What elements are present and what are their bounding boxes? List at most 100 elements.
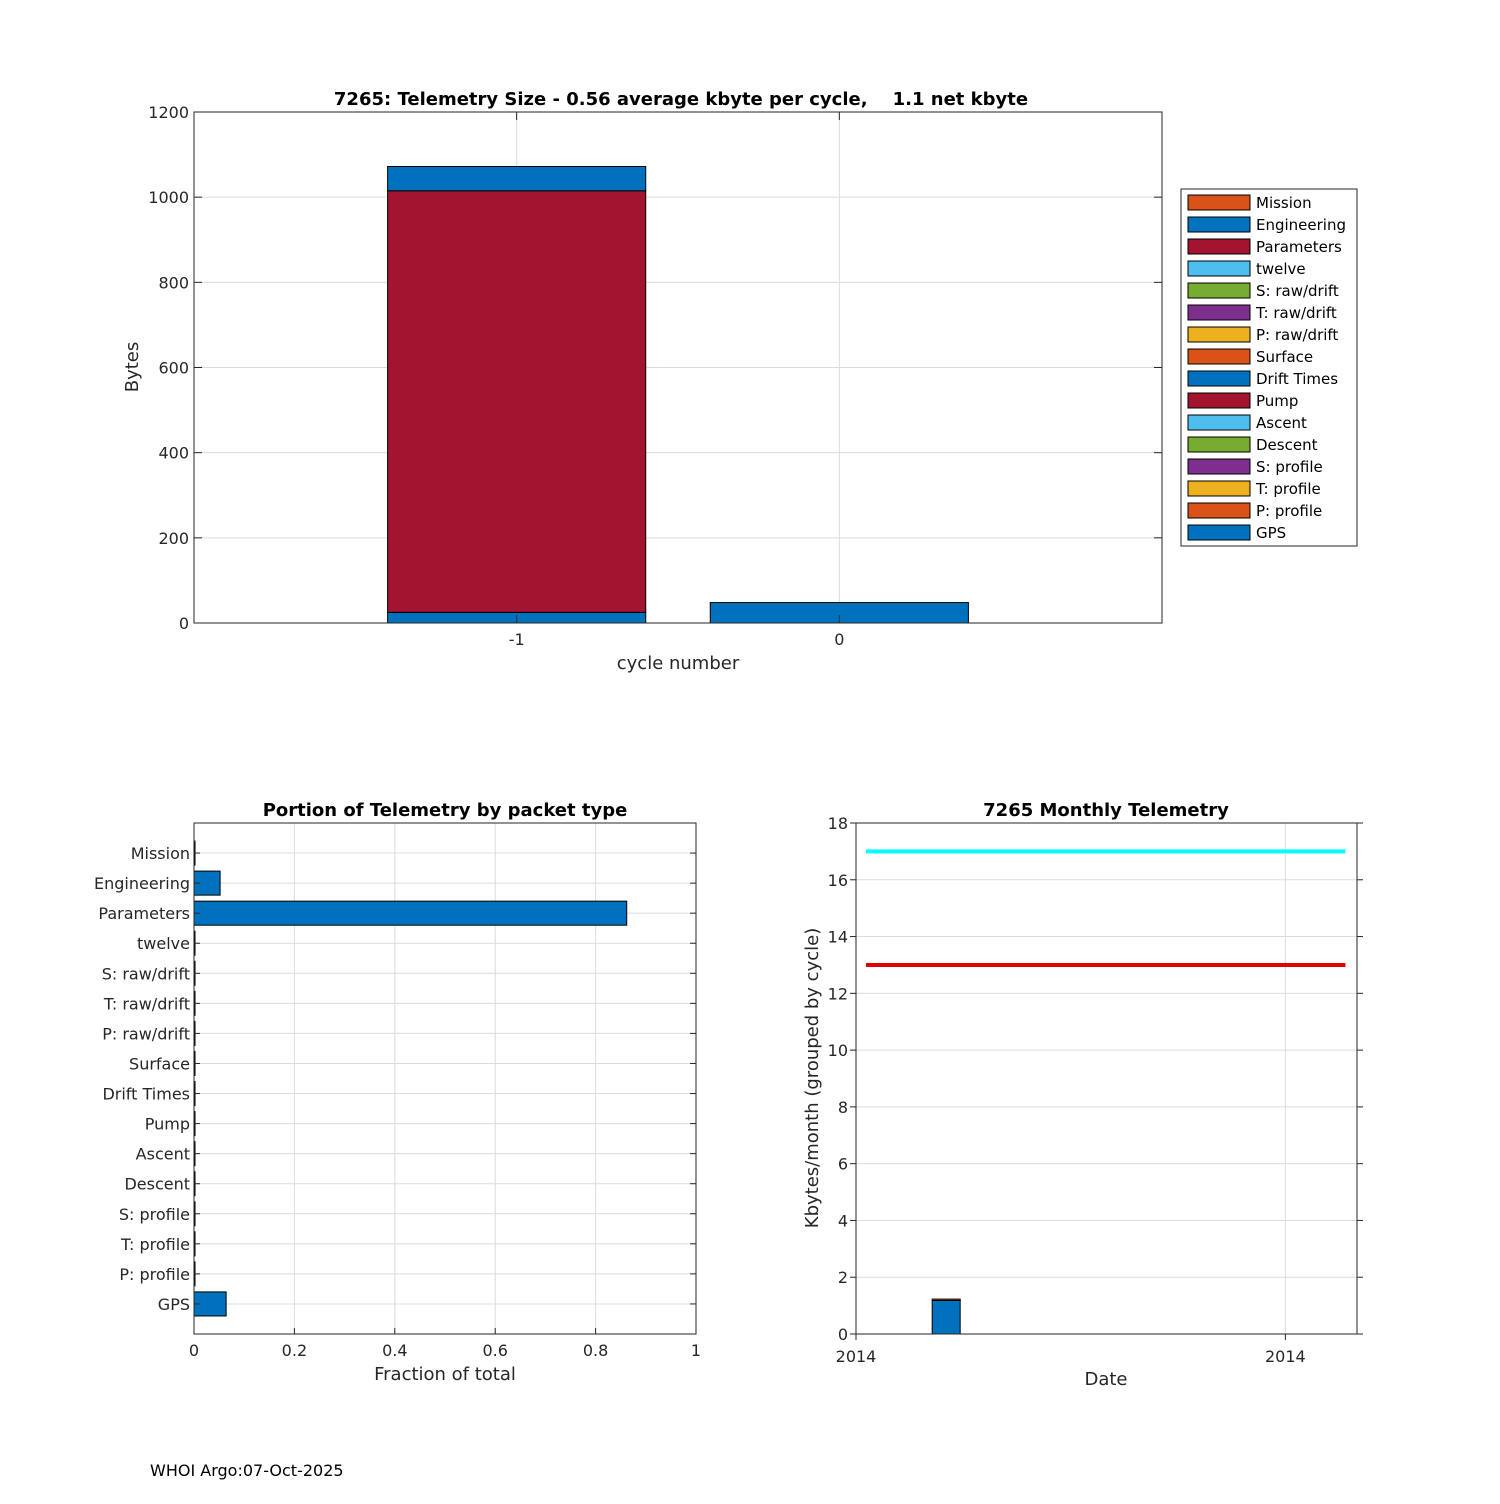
monthly-bar-segment-0 [931, 1300, 961, 1335]
legend-label-parameters: Parameters [1256, 238, 1342, 256]
chart1-xtick-label: 0 [834, 630, 844, 649]
chart2-ytick-label-parameters: Parameters [98, 904, 190, 923]
chart1-ticks: 0 200 400 600 800 1000 1200 -1 0 [148, 103, 1162, 649]
chart1-ytick-label: 600 [158, 359, 189, 378]
chart2-xlabel: Fraction of total [374, 1364, 516, 1385]
legend-swatch-t-profile [1187, 480, 1251, 497]
chart2-xtick-label: 0 [189, 1341, 199, 1360]
chart3-ytick-label: 14 [828, 928, 848, 947]
legend-label-gps: GPS [1256, 524, 1286, 542]
chart2-ytick-label-engineering: Engineering [94, 874, 190, 893]
legend-label-t-profile: T: profile [1255, 480, 1321, 498]
chart3-xtick-label: 2014 [1265, 1347, 1306, 1366]
portion-by-packet-chart: Portion of Telemetry by packet type 0 0.2… [94, 800, 701, 1385]
bar-parameters-cycle-1 [387, 190, 647, 613]
chart3-ytick-label: 0 [838, 1325, 848, 1344]
chart2-ytick-label-surface: Surface [129, 1054, 190, 1073]
chart3-ytick-label: 6 [838, 1155, 848, 1174]
legend-swatch-s-raw-drift [1187, 282, 1251, 299]
legend-label-twelve: twelve [1256, 260, 1306, 278]
chart1-ytick-label: 1000 [148, 188, 189, 207]
chart1-xtick-label: -1 [509, 630, 525, 649]
legend-swatch-pump [1187, 392, 1251, 409]
chart2-xtick-label: 0.8 [583, 1341, 608, 1360]
chart3-ytick-label: 10 [828, 1041, 848, 1060]
monthly-telemetry-chart: 7265 Monthly Telemetry 0 2 4 6 8 10 12 14 16 18 20… [802, 800, 1363, 1390]
legend-label-t-raw-drift: T: raw/drift [1255, 304, 1337, 322]
chart2-xtick-label: 0.4 [382, 1341, 407, 1360]
legend-label-p-profile: P: profile [1256, 502, 1322, 520]
chart1-ytick-label: 400 [158, 444, 189, 463]
chart2-ytick-label-t-profile: T: profile [120, 1235, 190, 1254]
chart2-ytick-label-mission: Mission [131, 844, 190, 863]
legend-label-p-raw-drift: P: raw/drift [1256, 326, 1338, 344]
legend-label-surface: Surface [1256, 348, 1313, 366]
chart3-ticks: 0 2 4 6 8 10 12 14 16 18 2014 2014 [828, 814, 1363, 1366]
legend-swatch-p-raw-drift [1187, 326, 1251, 343]
chart1-title: 7265: Telemetry Size - 0.56 average kbyt… [334, 89, 1028, 110]
chart1-legend: Mission Engineering Parameters twelve S: raw… [1180, 188, 1358, 547]
chart3-bars [931, 1298, 961, 1335]
chart1-ytick-label: 1200 [148, 103, 189, 122]
chart3-ytick-label: 18 [828, 814, 848, 833]
chart2-ytick-label-s-profile: S: profile [119, 1205, 190, 1224]
legend-swatch-gps [1187, 524, 1251, 541]
legend-swatch-drift-times [1187, 370, 1251, 387]
chart1-ylabel: Bytes [122, 342, 143, 393]
chart2-ytick-label-s-raw-drift: S: raw/drift [102, 964, 190, 983]
legend-label-mission: Mission [1256, 194, 1312, 212]
chart3-frame [855, 822, 1358, 1335]
monthly-bar-segment-1 [931, 1298, 961, 1302]
chart2-xtick-label: 0.2 [282, 1341, 307, 1360]
chart1-ytick-label: 800 [158, 273, 189, 292]
chart3-ytick-label: 2 [838, 1268, 848, 1287]
legend-swatch-s-profile [1187, 458, 1251, 475]
chart1-ytick-label: 0 [179, 614, 189, 633]
chart3-xlabel: Date [1084, 1369, 1127, 1390]
legend-swatch-surface [1187, 348, 1251, 365]
chart2-xtick-label: 1 [691, 1341, 701, 1360]
legend-label-pump: Pump [1256, 392, 1298, 410]
legend-swatch-engineering [1187, 216, 1251, 233]
legend-swatch-twelve [1187, 260, 1251, 277]
legend-swatch-ascent [1187, 414, 1251, 431]
legend-label-engineering: Engineering [1256, 216, 1346, 234]
bar-engineering-cycle-1 [387, 166, 647, 192]
legend-label-drift-times: Drift Times [1256, 370, 1338, 388]
chart1-xlabel: cycle number [617, 653, 740, 674]
chart2-ytick-label-descent: Descent [124, 1175, 190, 1194]
chart3-ytick-label: 16 [828, 871, 848, 890]
footer-credit: WHOI Argo:07-Oct-2025 [150, 1461, 344, 1480]
chart3-ytick-label: 8 [838, 1098, 848, 1117]
hbar-parameters [193, 900, 628, 926]
chart2-ytick-label-drift-times: Drift Times [102, 1085, 190, 1104]
legend-label-descent: Descent [1256, 436, 1318, 454]
chart3-ytick-label: 4 [838, 1211, 848, 1230]
chart3-ylabel: Kbytes/month (grouped by cycle) [802, 928, 823, 1228]
chart2-title: Portion of Telemetry by packet type [263, 800, 628, 821]
chart2-ytick-label-ascent: Ascent [136, 1145, 190, 1164]
chart3-title: 7265 Monthly Telemetry [983, 800, 1229, 821]
legend-label-ascent: Ascent [1256, 414, 1307, 432]
legend-swatch-descent [1187, 436, 1251, 453]
chart3-ytick-label: 12 [828, 984, 848, 1003]
telemetry-size-chart: 7265: Telemetry Size - 0.56 average kbyt… [122, 89, 1358, 674]
chart2-ytick-label-twelve: twelve [137, 934, 190, 953]
legend-label-s-raw-drift: S: raw/drift [1256, 282, 1339, 300]
chart2-ytick-label-p-profile: P: profile [119, 1265, 190, 1284]
legend-swatch-t-raw-drift [1187, 304, 1251, 321]
chart2-ytick-label-pump: Pump [145, 1115, 190, 1134]
chart2-ytick-label-gps: GPS [158, 1295, 190, 1314]
legend-swatch-mission [1187, 194, 1251, 211]
legend-swatch-parameters [1187, 238, 1251, 255]
legend-swatch-p-profile [1187, 502, 1251, 519]
chart2-xtick-label: 0.6 [482, 1341, 507, 1360]
chart1-ytick-label: 200 [158, 529, 189, 548]
chart3-xtick-label: 2014 [836, 1347, 877, 1366]
chart2-ytick-label-p-raw-drift: P: raw/drift [102, 1024, 190, 1043]
chart2-frame [193, 822, 697, 1335]
chart2-ytick-label-t-raw-drift: T: raw/drift [103, 994, 190, 1013]
legend-label-s-profile: S: profile [1256, 458, 1323, 476]
chart2-ticks: 0 0.2 0.4 0.6 0.8 1 Mission Engineering Paramete… [94, 844, 701, 1360]
